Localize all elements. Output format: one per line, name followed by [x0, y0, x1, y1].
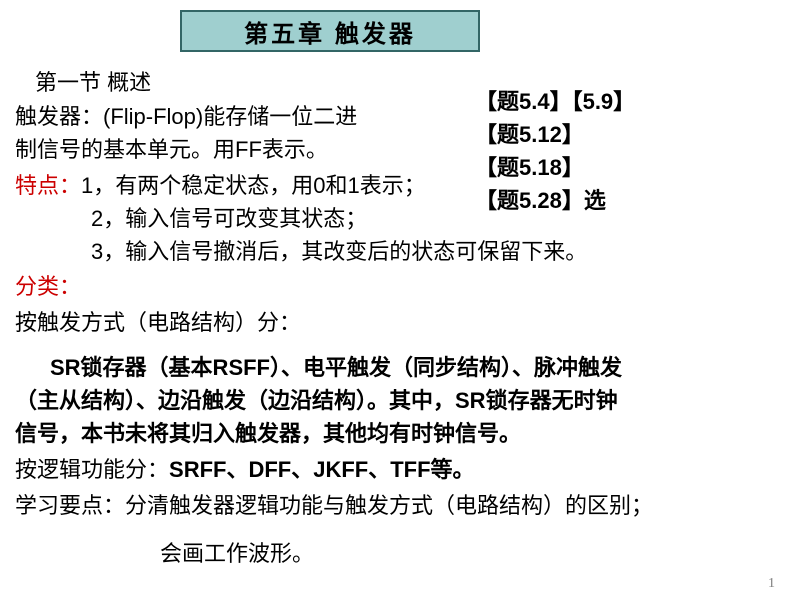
category-label: 分类：: [15, 274, 81, 299]
feature-3-text: 3，输入信号撤消后，其改变后的状态可保留下来。: [91, 235, 785, 268]
definition-line-2: 制信号的基本单元。用FF表示。: [15, 133, 785, 166]
sr-line-3: 信号，本书未将其归入触发器，其他均有时钟信号。: [15, 417, 785, 450]
feature-line-1: 特点：1，有两个稳定状态，用0和1表示；: [15, 169, 785, 202]
section-title: 第一节 概述: [35, 65, 151, 97]
sr-line-2: （主从结构）、边沿触发（边沿结构）。其中，SR锁存器无时钟: [15, 384, 785, 417]
sr-description: SR锁存器（基本RSFF）、电平触发（同步结构）、脉冲触发: [15, 351, 785, 384]
by-logic-row: 按逻辑功能分：SRFF、DFF、JKFF、TFF等。: [15, 453, 785, 486]
page-number: 1: [768, 576, 775, 592]
definition-line-1: 触发器：(Flip-Flop)能存储一位二进: [15, 100, 785, 133]
study-points: 学习要点：分清触发器逻辑功能与触发方式（电路结构）的区别；: [15, 489, 785, 522]
chapter-title-box: 第五章 触发器: [180, 10, 480, 52]
wave-text: 会画工作波形。: [160, 537, 785, 570]
chapter-title: 第五章 触发器: [244, 14, 416, 49]
sr-line-1: SR锁存器（基本RSFF）、电平触发（同步结构）、脉冲触发: [50, 351, 785, 384]
feature-1-text: 1，有两个稳定状态，用0和1表示；: [81, 173, 426, 198]
feature-2-text: 2，输入信号可改变其状态；: [91, 202, 785, 235]
by-logic-types: SRFF、DFF、JKFF、TFF等。: [169, 457, 475, 482]
features-block: 特点：1，有两个稳定状态，用0和1表示； 2，输入信号可改变其状态； 3，输入信…: [15, 169, 785, 268]
content-area: 触发器：(Flip-Flop)能存储一位二进 制信号的基本单元。用FF表示。 特…: [15, 100, 785, 570]
category-label-row: 分类：: [15, 270, 785, 303]
by-logic-label: 按逻辑功能分：: [15, 457, 169, 482]
by-trigger-method: 按触发方式（电路结构）分：: [15, 306, 785, 339]
features-label: 特点：: [15, 173, 81, 198]
